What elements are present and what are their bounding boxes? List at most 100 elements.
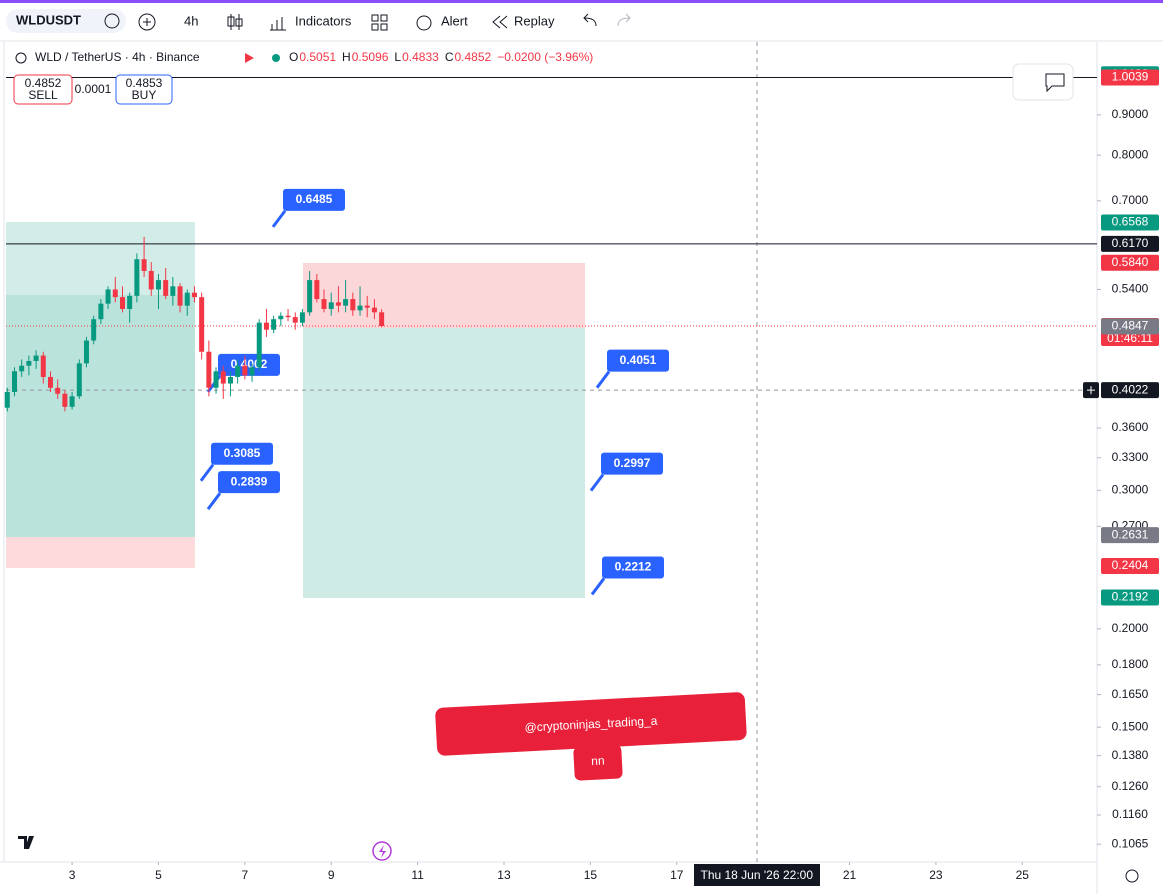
callout-pointer <box>271 209 287 228</box>
symbol-icon[interactable] <box>104 13 120 29</box>
ohlc-value: 0.5051 <box>299 50 336 64</box>
callout-pointer <box>590 577 606 596</box>
price-badge-label: 0.2404 <box>1112 558 1149 572</box>
alert-icon[interactable] <box>416 15 432 31</box>
symbol-pill[interactable] <box>6 9 126 33</box>
undo-icon[interactable] <box>583 13 597 27</box>
layouts-icon[interactable] <box>371 14 388 31</box>
comment-icon[interactable] <box>1045 73 1065 93</box>
settings-icon[interactable] <box>1125 869 1139 883</box>
candle-body <box>55 387 61 394</box>
candle-body <box>170 286 176 296</box>
top-border <box>0 0 1163 3</box>
candle-body <box>328 302 334 309</box>
callout-box <box>601 452 663 475</box>
alert[interactable]: Alert <box>441 13 468 28</box>
watermark-box <box>435 692 747 756</box>
replay-icon[interactable] <box>492 15 508 29</box>
short-target <box>303 328 585 598</box>
candle-body <box>105 289 111 304</box>
price-badge <box>1101 254 1159 271</box>
tv-logo-mark <box>18 836 34 849</box>
x-tick-label: 25 <box>1016 868 1030 882</box>
crosshair-date: Thu 18 Jun '26 <box>700 868 779 882</box>
candle-body <box>242 365 248 376</box>
x-tick-label: 13 <box>497 868 511 882</box>
candle-body <box>134 259 140 296</box>
price-badge <box>1101 318 1159 335</box>
candle-body <box>335 302 341 306</box>
price-badge-label: 0.2631 <box>1112 527 1149 541</box>
price-badge <box>1101 235 1159 252</box>
x-tick-label: 23 <box>929 868 943 882</box>
lightning-bolt <box>379 845 386 858</box>
price-badge-countdown: 01:46:11 <box>1107 331 1153 345</box>
candle-body <box>357 305 363 311</box>
price-badge-label: 1.0039 <box>1112 70 1149 84</box>
crosshair-plus-icon <box>1087 386 1095 395</box>
x-tick-label: 5 <box>155 868 162 882</box>
long-position[interactable] <box>6 222 195 568</box>
y-tick-label: 0.3600 <box>1112 420 1149 434</box>
flag-icon[interactable] <box>245 53 254 63</box>
indicators-icon[interactable] <box>270 17 286 31</box>
price-badge <box>1101 527 1159 544</box>
long-stop <box>6 537 195 568</box>
symbol[interactable]: WLDUSDT <box>16 12 81 27</box>
candle-body <box>263 322 269 330</box>
legend-title: WLD / TetherUS · 4h · Binance <box>35 50 200 64</box>
ohlc-value: 0.4852 <box>454 50 491 64</box>
callout-label: 0.2997 <box>614 456 651 470</box>
buy-button[interactable] <box>115 74 173 105</box>
callout-box <box>602 556 664 579</box>
y-tick-label: 0.3000 <box>1112 482 1149 496</box>
indicators[interactable]: Indicators <box>295 13 352 28</box>
add-icon[interactable] <box>138 13 156 31</box>
candle-body <box>26 360 32 366</box>
watermark-line: @cryptoninjas_trading_a <box>524 714 658 735</box>
candle-body <box>285 315 291 318</box>
buy-label[interactable]: BUY <box>132 88 157 102</box>
comment-widget[interactable] <box>1012 63 1074 101</box>
ohlc-key: L <box>394 50 401 64</box>
coin-icon <box>15 52 27 64</box>
candle-body <box>249 367 255 376</box>
y-tick-label: 0.1260 <box>1112 779 1149 793</box>
candle-body <box>119 297 125 309</box>
short-position[interactable] <box>303 263 585 598</box>
lightning-icon[interactable] <box>372 841 392 861</box>
candles-icon[interactable] <box>227 14 243 30</box>
candle-body <box>98 303 104 320</box>
add-icon-plus <box>143 18 151 26</box>
interval[interactable]: 4h <box>184 13 198 28</box>
buy-price[interactable]: 0.4853 <box>126 76 163 90</box>
candle-body <box>191 292 197 298</box>
candle-body <box>220 371 226 384</box>
sell-button[interactable] <box>13 74 73 105</box>
sell-price[interactable]: 0.4852 <box>25 76 62 90</box>
candle-body <box>19 365 25 372</box>
candle-body <box>379 312 385 327</box>
y-tick-label: 0.1065 <box>1112 836 1149 850</box>
callout-pointer <box>206 492 222 511</box>
candle-body <box>364 305 370 308</box>
price-badge-label: 0.4847 <box>1112 319 1149 333</box>
callout-label: 0.6485 <box>296 192 333 206</box>
replay[interactable]: Replay <box>514 13 555 28</box>
candle-body <box>307 280 313 313</box>
watermark-box <box>573 744 623 781</box>
redo-icon[interactable] <box>617 13 631 27</box>
ohlc-value: 0.5096 <box>352 50 389 64</box>
candle-body <box>271 319 277 330</box>
y-tick-label: 0.1160 <box>1112 807 1148 821</box>
callout-box <box>283 188 345 211</box>
crosshair-time: 22:00 <box>783 868 813 882</box>
price-badge <box>1101 558 1159 575</box>
x-tick-label: 21 <box>843 868 857 882</box>
candle-body <box>33 355 39 361</box>
x-tick-label: 17 <box>670 868 684 882</box>
x-tick-label: 3 <box>69 868 76 882</box>
candle-body <box>62 393 68 407</box>
sell-label[interactable]: SELL <box>28 88 58 102</box>
toolbar <box>0 3 1163 41</box>
